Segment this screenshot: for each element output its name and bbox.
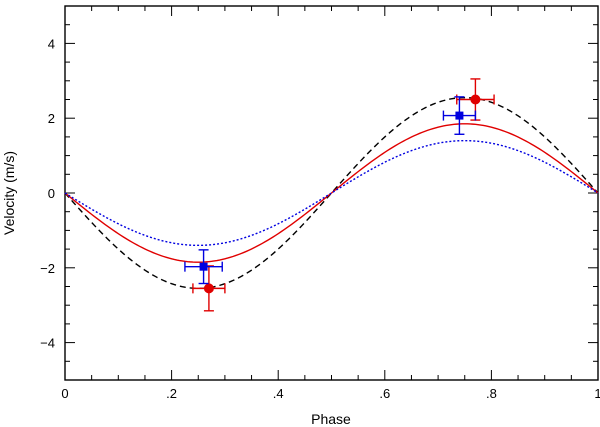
y-tick-label: 2	[48, 111, 55, 126]
y-tick-label: 4	[48, 36, 55, 51]
y-tick-label: −2	[40, 261, 55, 276]
y-axis-label: Velocity (m/s)	[1, 151, 17, 235]
tick-labels: 0 .2 .4 .6 .8 1 −4 −2 0 2 4	[40, 36, 600, 401]
x-tick-label: 1	[594, 386, 600, 401]
x-tick-label: .8	[486, 386, 497, 401]
black-dashed-model	[64, 96, 599, 290]
x-tick-label: .4	[273, 386, 284, 401]
x-axis-label: Phase	[311, 411, 351, 427]
blue-dotted-model	[64, 139, 599, 247]
axis-ticks	[64, 5, 599, 381]
x-tick-label: .6	[379, 386, 390, 401]
blue-points-marker	[199, 262, 208, 271]
data-points	[184, 78, 495, 312]
blue-points-marker	[455, 111, 464, 120]
y-tick-label: −4	[40, 336, 55, 351]
model-curves	[64, 96, 599, 290]
x-tick-label: 0	[61, 386, 68, 401]
red-solid-model	[64, 123, 599, 263]
y-tick-label: 0	[48, 186, 55, 201]
red-points-marker	[203, 283, 214, 294]
red-points-marker	[470, 94, 481, 105]
x-tick-label: .2	[166, 386, 177, 401]
